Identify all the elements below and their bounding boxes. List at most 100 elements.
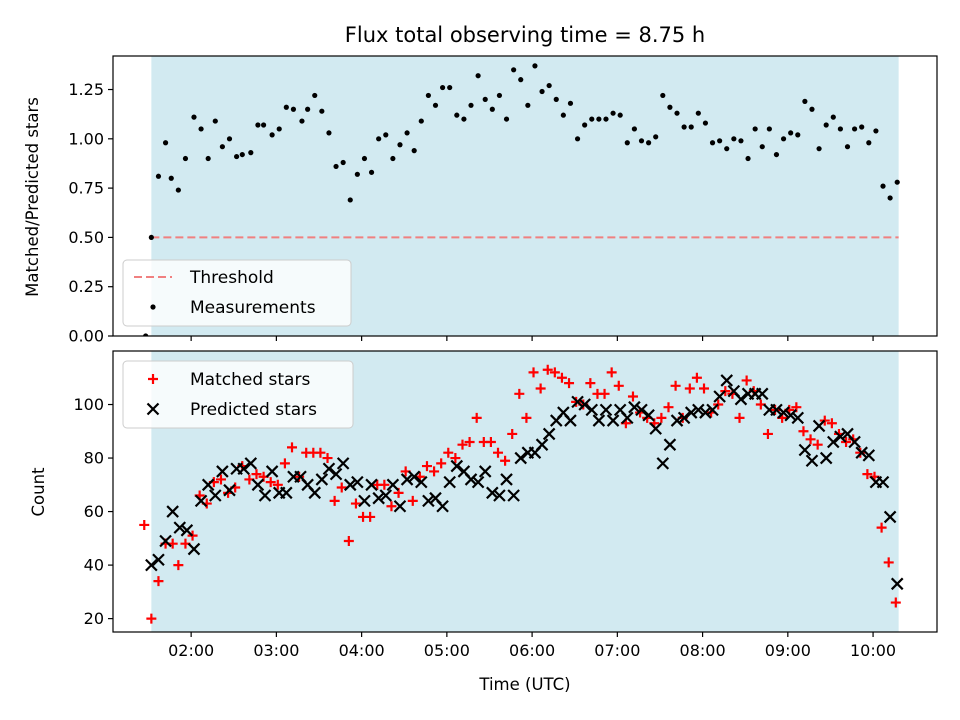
measurement-point bbox=[319, 108, 325, 114]
matched-star-point bbox=[656, 412, 667, 423]
matched-star-point bbox=[457, 439, 468, 450]
measurement-point bbox=[567, 100, 574, 106]
matched-star-point bbox=[471, 412, 482, 423]
measurement-point bbox=[368, 169, 375, 175]
top-y-tick-label: 0.50 bbox=[68, 228, 104, 247]
measurement-point bbox=[866, 140, 872, 146]
bottom-y-tick-label: 60 bbox=[84, 502, 104, 521]
measurement-point bbox=[425, 92, 431, 99]
measurement-point bbox=[759, 144, 765, 150]
measurement-point bbox=[589, 116, 595, 122]
measurement-point bbox=[418, 118, 424, 124]
matched-star-point bbox=[670, 380, 681, 391]
measurement-point bbox=[404, 130, 410, 136]
predicted-star-point bbox=[770, 403, 783, 417]
measurement-point bbox=[168, 175, 174, 181]
predicted-star-point bbox=[436, 499, 449, 513]
bottom-legend: Matched stars Predicted stars bbox=[122, 360, 354, 429]
legend-threshold-label: Threshold bbox=[189, 268, 274, 288]
matched-star-point bbox=[251, 469, 262, 480]
predicted-star-point bbox=[194, 494, 208, 508]
predicted-star-point bbox=[464, 473, 478, 486]
predicted-star-point bbox=[542, 427, 556, 441]
measurement-point bbox=[667, 104, 673, 110]
bottom-plot-area bbox=[139, 364, 904, 624]
measurement-point bbox=[766, 126, 772, 132]
measurement-point bbox=[688, 124, 694, 130]
matched-star-point bbox=[890, 597, 901, 608]
predicted-star-point bbox=[585, 403, 599, 417]
measurement-point bbox=[454, 112, 460, 118]
measurement-point bbox=[653, 134, 659, 140]
measurement-point bbox=[383, 132, 389, 138]
matched-star-point bbox=[464, 436, 475, 447]
measurement-point bbox=[234, 153, 240, 160]
measurement-point bbox=[299, 118, 305, 124]
matched-star-point bbox=[279, 458, 290, 469]
matched-star-point bbox=[805, 434, 816, 445]
matched-star-point bbox=[265, 477, 276, 488]
x-tick-label: 09:00 bbox=[765, 641, 811, 660]
predicted-star-point bbox=[635, 403, 648, 417]
matched-star-point bbox=[507, 428, 518, 439]
matched-star-point bbox=[663, 402, 674, 413]
predicted-star-point bbox=[798, 443, 812, 457]
bottom-panel: 20 40 60 80 100 02:00 03:00 04:00 05:00 06:00 07:0… bbox=[73, 350, 938, 660]
measurement-point bbox=[674, 110, 680, 116]
top-y-axis-label: Matched/Predicted stars bbox=[23, 97, 42, 297]
predicted-star-point bbox=[471, 475, 485, 489]
matched-star-point bbox=[139, 519, 150, 530]
measurement-point bbox=[745, 155, 751, 162]
predicted-star-point bbox=[507, 489, 520, 502]
predicted-star-point bbox=[336, 457, 350, 470]
predicted-star-point bbox=[251, 478, 265, 492]
predicted-star-point bbox=[784, 408, 797, 422]
predicted-star-point bbox=[713, 390, 726, 403]
predicted-star-point bbox=[216, 465, 229, 478]
predicted-star-point bbox=[805, 454, 819, 468]
matched-star-point bbox=[215, 474, 226, 485]
predicted-star-point bbox=[848, 435, 861, 449]
predicted-star-point bbox=[322, 462, 336, 476]
predicted-star-point bbox=[400, 473, 414, 486]
matched-star-point bbox=[691, 372, 702, 383]
bottom-y-tick-label: 40 bbox=[84, 556, 104, 575]
measurement-point bbox=[681, 124, 687, 130]
measurement-point bbox=[205, 155, 211, 162]
measurement-point bbox=[489, 106, 495, 112]
predicted-star-point bbox=[592, 414, 606, 427]
predicted-star-point bbox=[223, 483, 236, 497]
measurement-point bbox=[837, 126, 843, 132]
measurement-point bbox=[823, 122, 829, 128]
measurement-point bbox=[260, 122, 267, 128]
measurement-point bbox=[148, 234, 154, 241]
figure-title: Flux total observing time = 8.75 h bbox=[345, 23, 705, 47]
predicted-star-point bbox=[599, 403, 613, 417]
matched-star-point bbox=[436, 458, 447, 469]
matched-star-point bbox=[741, 375, 752, 386]
measurement-point bbox=[361, 155, 368, 162]
matched-star-point bbox=[343, 536, 354, 547]
predicted-star-point bbox=[755, 387, 769, 401]
predicted-star-point bbox=[343, 478, 357, 492]
predicted-star-point bbox=[819, 451, 833, 465]
measurement-point bbox=[143, 333, 149, 336]
legend-matched-swatch bbox=[148, 374, 158, 384]
matched-star-point bbox=[187, 530, 198, 541]
measurement-point bbox=[539, 88, 545, 95]
measurement-point bbox=[844, 144, 851, 150]
measurement-point bbox=[440, 84, 446, 91]
measurement-point bbox=[624, 140, 630, 146]
predicted-star-point bbox=[734, 392, 748, 406]
predicted-star-point bbox=[791, 411, 805, 425]
measurement-point bbox=[880, 183, 886, 189]
measurement-point bbox=[340, 159, 346, 166]
measurement-point bbox=[276, 126, 282, 132]
predicted-star-point bbox=[621, 411, 634, 425]
matched-star-point bbox=[421, 461, 432, 472]
measurement-point bbox=[511, 67, 517, 73]
measurement-point bbox=[638, 138, 645, 144]
measurement-point bbox=[525, 102, 531, 108]
predicted-star-point bbox=[187, 542, 201, 556]
matched-star-point bbox=[287, 442, 298, 453]
